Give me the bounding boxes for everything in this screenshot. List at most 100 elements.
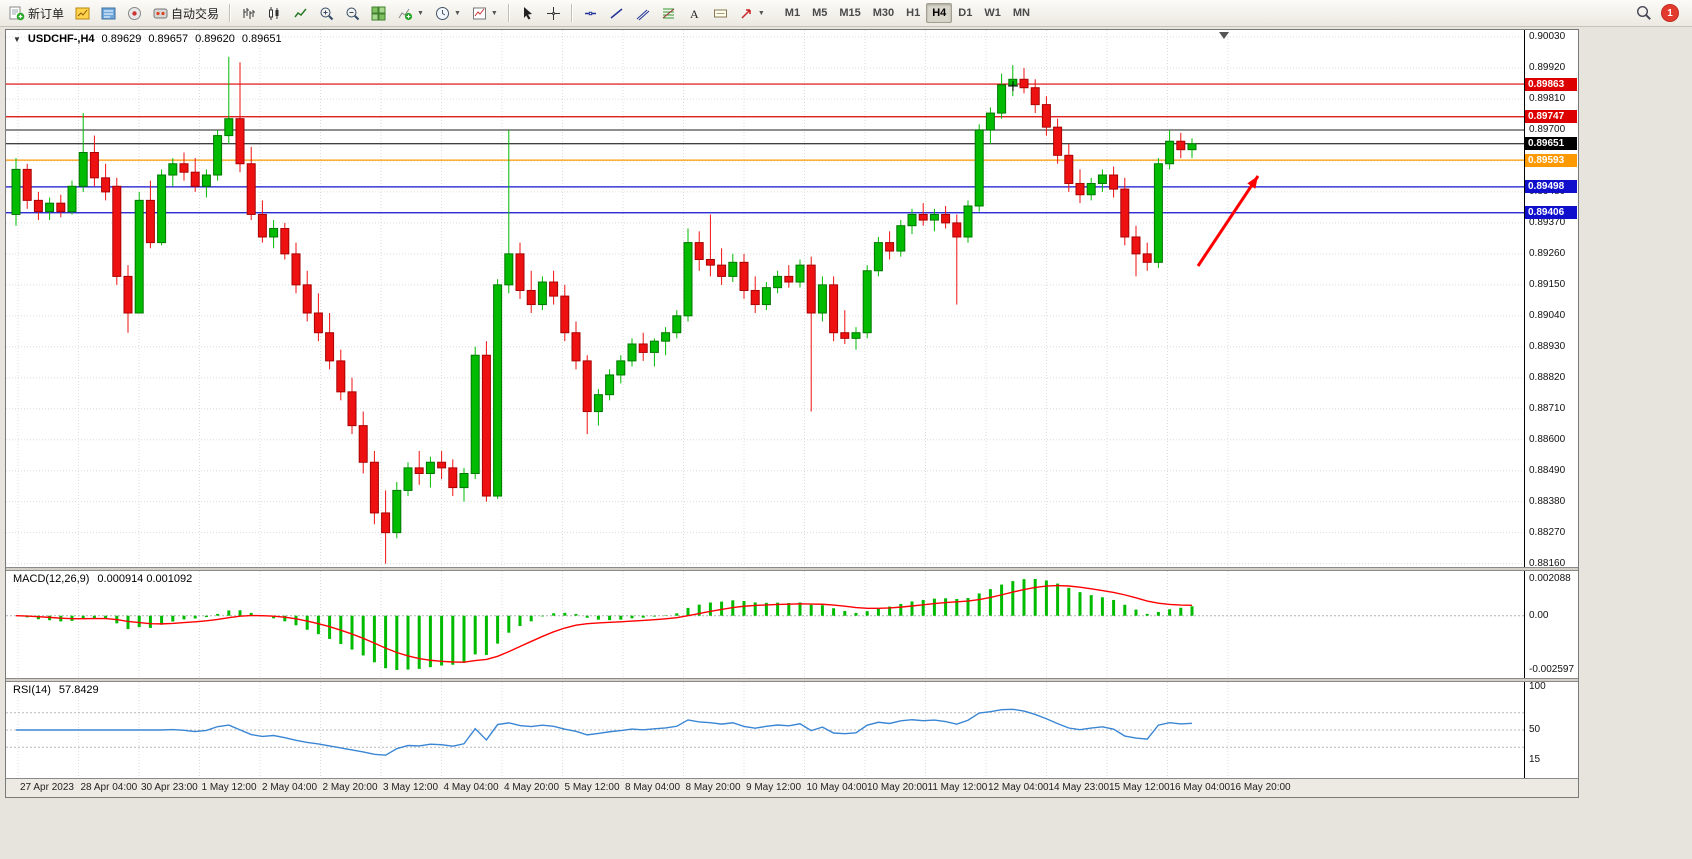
notification-badge[interactable]: 1 bbox=[1662, 5, 1678, 21]
time-tick-label: 8 May 04:00 bbox=[625, 782, 681, 793]
dropdown-caret-icon: ▼ bbox=[453, 9, 461, 17]
fibonacci-tool-button[interactable] bbox=[656, 1, 681, 25]
candlestick-chart-icon bbox=[269, 6, 279, 20]
cursor-icon bbox=[523, 6, 532, 19]
price-line-tag: 0.89863 bbox=[1525, 77, 1577, 91]
rsi-panel[interactable]: RSI(14) 57.8429 bbox=[6, 682, 1524, 778]
bar-chart-button[interactable] bbox=[236, 1, 261, 25]
time-tick-label: 3 May 12:00 bbox=[383, 782, 439, 793]
toolbar-right-group: 1 bbox=[1636, 5, 1688, 21]
community-button[interactable] bbox=[122, 1, 147, 25]
arrow-tool-icon bbox=[741, 8, 751, 19]
price-axis[interactable]: 0.900300.899200.898100.897000.895900.894… bbox=[1524, 30, 1577, 569]
time-tick-label: 11 May 12:00 bbox=[927, 782, 988, 793]
community-icon bbox=[128, 6, 142, 20]
time-tick-label: 14 May 23:00 bbox=[1048, 782, 1110, 793]
auto-trading-label: 自动交易 bbox=[171, 6, 220, 21]
timeframe-mn-button[interactable]: MN bbox=[1012, 7, 1030, 19]
price-tick-label: 0.88160 bbox=[1529, 557, 1566, 569]
price-tick-label: 0.88380 bbox=[1529, 495, 1566, 507]
toolbar-separator bbox=[507, 4, 510, 22]
time-tick-label: 4 May 04:00 bbox=[443, 782, 499, 793]
dropdown-caret-icon: ▼ bbox=[417, 9, 424, 17]
time-tick-label: 10 May 04:00 bbox=[806, 782, 868, 793]
trendline-tool-button[interactable] bbox=[604, 1, 629, 25]
new-order-icon bbox=[9, 6, 25, 20]
zoom-out-icon bbox=[346, 7, 360, 20]
timeframe-m15-button[interactable]: M15 bbox=[839, 7, 861, 19]
crosshair-icon bbox=[546, 6, 560, 20]
price-tick-label: 0.89700 bbox=[1529, 123, 1566, 135]
collapse-triangle-icon[interactable]: ▼ bbox=[13, 34, 21, 44]
auto-trading-button[interactable]: 自动交易 bbox=[148, 1, 224, 25]
data-window-button[interactable] bbox=[96, 1, 121, 25]
horizontal-line-tool-button[interactable] bbox=[578, 1, 603, 25]
rsi-canvas[interactable] bbox=[6, 682, 1524, 778]
macd-panel[interactable]: MACD(12,26,9) 0.000914 0.001092 bbox=[6, 571, 1524, 678]
macd-axis[interactable]: 0.002088 0.00 -0.002597 bbox=[1524, 571, 1577, 678]
timeframe-h1-button[interactable]: H1 bbox=[906, 7, 921, 19]
candlestick-chart-button[interactable] bbox=[262, 1, 287, 25]
rsi-label: RSI(14) 57.8429 bbox=[13, 684, 99, 696]
label-tool-button[interactable] bbox=[708, 1, 733, 25]
time-tick-label: 10 May 20:00 bbox=[867, 782, 928, 793]
rsi-axis[interactable]: 100 50 15 bbox=[1524, 681, 1577, 778]
time-tick-label: 8 May 20:00 bbox=[685, 782, 741, 793]
price-line-tag: 0.89498 bbox=[1525, 180, 1577, 194]
panel-separator[interactable] bbox=[6, 567, 1578, 571]
template-icon bbox=[472, 7, 486, 19]
templates-button[interactable]: ▼ bbox=[467, 1, 503, 25]
quote-high: 0.89657 bbox=[148, 33, 189, 45]
macd-tick-label: 0.002088 bbox=[1529, 573, 1571, 584]
bar-chart-icon bbox=[243, 7, 256, 19]
indicators-icon bbox=[398, 8, 413, 20]
symbol-label: USDCHF-,H4 bbox=[27, 33, 95, 45]
channel-tool-button[interactable] bbox=[630, 1, 655, 25]
zoom-out-button[interactable] bbox=[340, 1, 365, 25]
price-tick-label: 0.90030 bbox=[1529, 31, 1566, 43]
market-watch-button[interactable] bbox=[70, 1, 95, 25]
timeframe-h4-button[interactable]: H4 bbox=[926, 3, 953, 23]
cursor-button[interactable] bbox=[515, 1, 540, 25]
toolbar-separator bbox=[229, 4, 232, 22]
tile-windows-icon bbox=[371, 6, 386, 20]
price-tick-label: 0.89040 bbox=[1529, 309, 1566, 321]
new-order-button[interactable]: 新订单 bbox=[4, 1, 69, 25]
price-tick-label: 0.89150 bbox=[1529, 278, 1566, 290]
timeframe-d1-button[interactable]: D1 bbox=[958, 7, 973, 19]
timeframe-m30-button[interactable]: M30 bbox=[872, 7, 895, 19]
macd-canvas[interactable] bbox=[6, 571, 1524, 678]
arrows-tool-button[interactable]: ▼ bbox=[734, 1, 770, 25]
time-tick-label: 15 May 12:00 bbox=[1109, 782, 1170, 793]
macd-tick-label: 0.00 bbox=[1529, 609, 1549, 621]
svg-text:A: A bbox=[690, 7, 699, 21]
fibonacci-icon bbox=[662, 8, 675, 18]
timeframe-m5-button[interactable]: M5 bbox=[812, 7, 828, 19]
time-tick-label: 1 May 12:00 bbox=[201, 782, 257, 793]
search-icon[interactable] bbox=[1636, 5, 1652, 21]
zoom-in-button[interactable] bbox=[314, 1, 339, 25]
price-tick-label: 0.88270 bbox=[1529, 526, 1566, 538]
trend-arrow-annotation bbox=[1247, 176, 1258, 189]
time-tick-label: 16 May 04:00 bbox=[1169, 782, 1231, 793]
price-tick-label: 0.89260 bbox=[1529, 247, 1566, 259]
periods-button[interactable]: ▼ bbox=[430, 1, 466, 25]
price-tick-label: 0.88490 bbox=[1529, 464, 1566, 476]
rsi-tick-label: 50 bbox=[1529, 724, 1541, 735]
main-chart-canvas[interactable] bbox=[6, 30, 1524, 567]
crosshair-button[interactable] bbox=[541, 1, 566, 25]
time-axis[interactable]: 27 Apr 2023 28 Apr 04:00 30 Apr 23:00 1 May… bbox=[6, 778, 1578, 797]
price-tick-label: 0.89810 bbox=[1529, 92, 1566, 104]
text-tool-button[interactable]: A bbox=[682, 1, 707, 25]
main-chart-panel[interactable]: ▼ USDCHF-,H4 0.89629 0.89657 0.89620 0.8… bbox=[6, 30, 1524, 567]
indicators-button[interactable]: ▼ bbox=[392, 1, 429, 25]
timeframe-m1-button[interactable]: M1 bbox=[784, 7, 801, 19]
time-tick-label: 2 May 04:00 bbox=[262, 782, 318, 793]
panel-separator[interactable] bbox=[6, 678, 1578, 682]
quote-header: ▼ USDCHF-,H4 0.89629 0.89657 0.89620 0.8… bbox=[13, 33, 282, 45]
timeframe-w1-button[interactable]: W1 bbox=[984, 7, 1001, 19]
tile-windows-button[interactable] bbox=[366, 1, 391, 25]
line-chart-button[interactable] bbox=[288, 1, 313, 25]
horizontal-line-icon bbox=[584, 11, 596, 15]
